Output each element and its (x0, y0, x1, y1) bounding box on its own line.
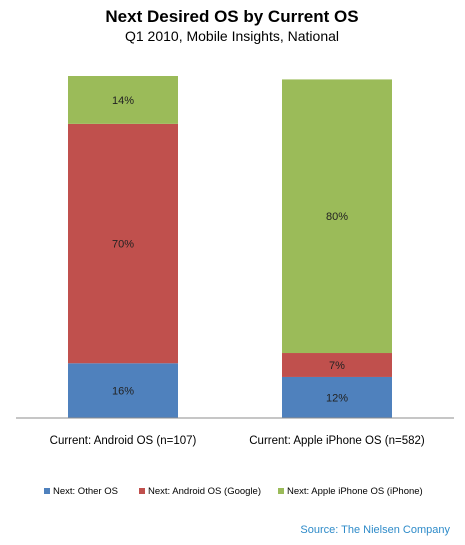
bar-segment-c1-s0 (282, 376, 392, 418)
legend-swatch-2 (278, 488, 284, 494)
chart-subtitle: Q1 2010, Mobile Insights, National (125, 28, 339, 44)
legend-label-0: Next: Other OS (53, 486, 118, 497)
category-label-0: Current: Android OS (n=107) (50, 435, 197, 447)
bar-segment-c1-s1 (282, 353, 392, 377)
data-label-c0-s0: 16% (112, 386, 134, 398)
data-label-c1-s2: 80% (326, 211, 348, 223)
legend-swatch-1 (139, 488, 145, 494)
legend-label-1: Next: Android OS (Google) (148, 486, 261, 497)
category-label-1: Current: Apple iPhone OS (n=582) (249, 435, 425, 447)
data-label-c1-s1: 7% (329, 360, 345, 372)
bar-segment-c0-s0 (68, 363, 178, 418)
legend: Next: Other OS Next: Android OS (Google) N… (44, 486, 423, 497)
data-label-c1-s0: 12% (326, 392, 348, 404)
data-label-c0-s1: 70% (112, 239, 134, 251)
chart-title: Next Desired OS by Current OS (105, 7, 358, 26)
data-label-c0-s2: 14% (112, 95, 134, 107)
source-note: Source: The Nielsen Company (300, 524, 450, 536)
bars-group: 16% 70% 14% 12% 7% 80% (68, 76, 392, 418)
category-labels: Current: Android OS (n=107) Current: Appl… (50, 435, 425, 447)
bar-segment-c0-s2 (68, 76, 178, 124)
legend-label-2: Next: Apple iPhone OS (iPhone) (287, 486, 423, 497)
bar-segment-c0-s1 (68, 123, 178, 364)
bar-segment-c1-s2 (282, 79, 392, 354)
legend-swatch-0 (44, 488, 50, 494)
